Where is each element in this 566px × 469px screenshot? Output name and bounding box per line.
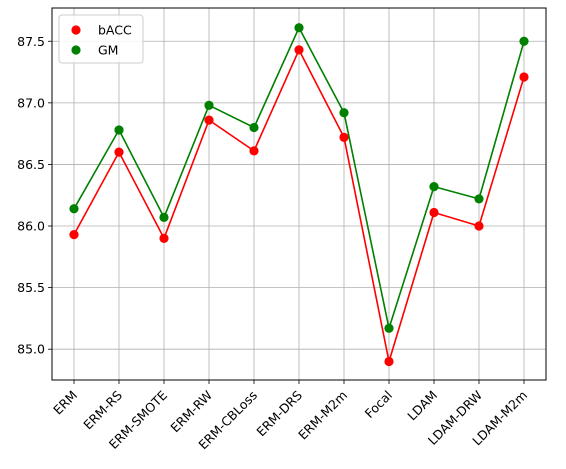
data-point-gm xyxy=(69,204,79,214)
data-point-bacc xyxy=(429,207,439,218)
y-tick-label: 86.0 xyxy=(17,219,45,234)
x-tick-label: ERM-M2m xyxy=(295,388,350,443)
legend-label-gm: GM xyxy=(98,43,118,58)
data-point-gm xyxy=(429,182,439,192)
series-group xyxy=(69,23,529,367)
data-point-gm xyxy=(519,36,529,46)
data-point-bacc xyxy=(69,230,79,240)
data-point-gm xyxy=(114,125,124,135)
y-tick-label: 87.5 xyxy=(17,34,45,49)
x-tick-label: LDAM xyxy=(404,388,440,424)
data-point-bacc xyxy=(249,146,259,156)
data-point-gm xyxy=(384,323,394,333)
y-tick-label: 85.0 xyxy=(17,342,45,357)
data-point-gm xyxy=(339,108,349,118)
data-point-bacc xyxy=(114,147,124,157)
y-tick-label: 85.5 xyxy=(17,280,45,295)
data-point-gm xyxy=(294,23,304,33)
data-point-gm xyxy=(249,122,259,133)
data-point-bacc xyxy=(204,115,214,125)
data-point-bacc xyxy=(519,72,529,82)
legend-marker-gm xyxy=(71,45,81,55)
y-tick-label: 86.5 xyxy=(17,157,45,172)
x-tick-label: Focal xyxy=(362,388,396,422)
data-point-gm xyxy=(159,212,169,223)
data-point-bacc xyxy=(339,132,349,142)
legend-label-bacc: bACC xyxy=(98,23,132,38)
data-point-gm xyxy=(474,194,484,204)
legend-marker-bacc xyxy=(71,25,81,35)
y-tick-label: 87.0 xyxy=(17,95,45,110)
grid-lines xyxy=(52,8,546,380)
data-point-bacc xyxy=(384,356,394,367)
legend: bACC GM xyxy=(58,14,144,64)
data-point-bacc xyxy=(159,233,169,243)
x-tick-label: ERM-RS xyxy=(80,387,125,432)
data-point-bacc xyxy=(474,221,484,231)
data-point-gm xyxy=(204,100,214,110)
x-tick-label: ERM xyxy=(50,388,80,418)
data-point-bacc xyxy=(294,45,304,55)
